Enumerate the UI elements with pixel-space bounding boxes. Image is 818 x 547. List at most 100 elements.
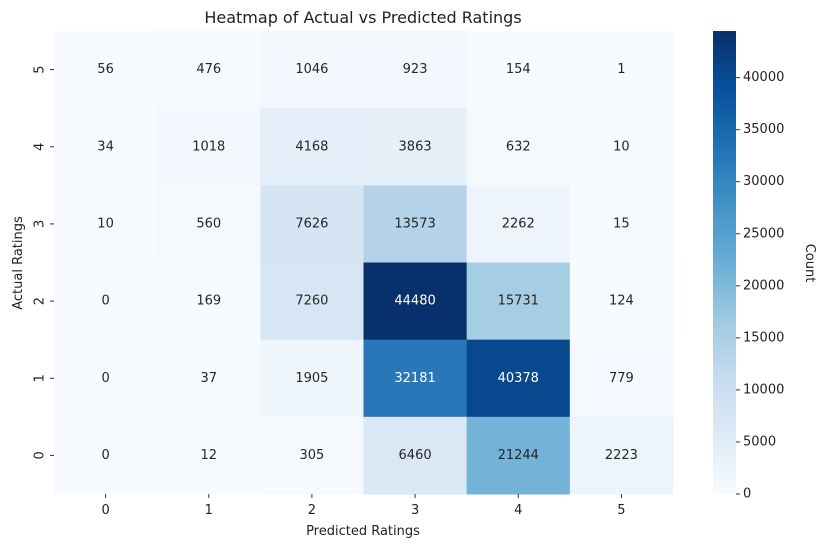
colorbar-ticks: 0 5000 10000 15000 20000 25000 30000 35000 40000 [736, 70, 784, 502]
cell-value-label: 34 [97, 139, 114, 154]
heatmap-cell [363, 262, 468, 341]
heatmap-cell [466, 416, 571, 495]
colorbar-tick-label: 10000 [743, 382, 784, 397]
heatmap-cell [54, 339, 158, 418]
y-tick-label: 5 [33, 65, 48, 73]
heatmap-cell [363, 185, 468, 263]
y-tick-label: 2 [33, 297, 48, 305]
x-tick-label: 3 [411, 503, 419, 518]
heatmap-cell [157, 185, 261, 263]
cell-value-label: 15 [613, 216, 630, 231]
cell-value-label: 15731 [498, 294, 539, 309]
heatmap-cell [260, 262, 364, 341]
cell-value-label: 154 [506, 62, 531, 77]
cell-value-label: 4168 [295, 139, 328, 154]
cell-value-label: 40378 [498, 371, 539, 386]
heatmap-cell [157, 262, 261, 341]
cell-value-label: 779 [609, 371, 634, 386]
heatmap-cell [363, 108, 468, 186]
heatmap-cell [260, 31, 364, 109]
cell-value-label: 0 [101, 371, 109, 386]
heatmap-cell [569, 185, 674, 263]
cell-value-label: 632 [506, 139, 531, 154]
heatmap-cell [569, 108, 674, 186]
colorbar-tick-label: 15000 [743, 330, 784, 345]
heatmap-cell [260, 339, 364, 418]
x-tick-label: 1 [205, 503, 213, 518]
heatmap-cell [157, 31, 261, 109]
x-tick-label: 2 [308, 503, 316, 518]
heatmap-cell [54, 108, 158, 186]
colorbar [713, 31, 736, 494]
heatmap-cell [466, 31, 571, 109]
heatmap-cell [260, 185, 364, 263]
y-tick-label: 3 [33, 220, 48, 228]
heatmap-cell [157, 339, 261, 418]
heatmap-cell [466, 262, 571, 341]
colorbar-tick-label: 25000 [743, 226, 784, 241]
heatmap-cell [363, 31, 468, 109]
colorbar-tick-label: 35000 [743, 122, 784, 137]
y-axis-ticks: 5 4 3 2 1 0 [33, 65, 54, 460]
cell-value-label: 6460 [399, 448, 432, 463]
cell-value-label: 923 [403, 62, 428, 77]
heatmap-cell [157, 108, 261, 186]
heatmap-grid: 56 476 1046 923 154 1 34 1018 4168 3863 632 10 10 560… [54, 31, 674, 495]
colorbar-tick-label: 5000 [743, 434, 776, 449]
x-tick-label: 5 [617, 503, 625, 518]
cell-value-label: 37 [200, 371, 217, 386]
y-tick-label: 0 [33, 451, 48, 459]
cell-value-label: 1046 [295, 62, 328, 77]
y-tick-label: 4 [33, 143, 48, 151]
cell-value-label: 305 [300, 448, 325, 463]
x-axis-label: Predicted Ratings [306, 524, 420, 539]
heatmap-cell [54, 185, 158, 263]
heatmap-cell [466, 108, 571, 186]
cell-value-label: 10 [613, 139, 630, 154]
cell-value-label: 7626 [295, 216, 328, 231]
heatmap-cell [363, 416, 468, 495]
heatmap-cell [363, 339, 468, 418]
colorbar-tick-label: 40000 [743, 70, 784, 85]
heatmap-cell [260, 108, 364, 186]
cell-value-label: 21244 [498, 448, 539, 463]
cell-value-label: 0 [101, 448, 109, 463]
cell-value-label: 476 [196, 62, 221, 77]
cell-value-label: 2262 [502, 216, 535, 231]
cell-value-label: 3863 [399, 139, 432, 154]
chart-title: Heatmap of Actual vs Predicted Ratings [204, 8, 521, 27]
heatmap-cell [569, 262, 674, 341]
cell-value-label: 560 [196, 216, 221, 231]
cell-value-label: 1905 [295, 371, 328, 386]
cell-value-label: 169 [196, 294, 221, 309]
colorbar-tick-label: 0 [743, 487, 751, 502]
x-axis-ticks: 0 1 2 3 4 5 [101, 494, 626, 518]
x-tick-label: 4 [514, 503, 522, 518]
colorbar-tick-label: 20000 [743, 278, 784, 293]
cell-value-label: 44480 [394, 294, 435, 309]
cell-value-label: 10 [97, 216, 114, 231]
heatmap-cell [466, 185, 571, 263]
heatmap-cell [466, 339, 571, 418]
heatmap-cell [157, 416, 261, 495]
heatmap-cell [54, 262, 158, 341]
cell-value-label: 13573 [394, 216, 435, 231]
colorbar-tick-label: 30000 [743, 174, 784, 189]
x-tick-label: 0 [101, 503, 109, 518]
cell-value-label: 0 [101, 294, 109, 309]
cell-value-label: 12 [200, 448, 217, 463]
cell-value-label: 2223 [605, 448, 638, 463]
cell-value-label: 1018 [192, 139, 225, 154]
cell-value-label: 124 [609, 294, 634, 309]
colorbar-label: Count [802, 244, 817, 283]
cell-value-label: 1 [617, 62, 625, 77]
cell-value-label: 56 [97, 62, 114, 77]
y-axis-label: Actual Ratings [11, 216, 26, 310]
cell-value-label: 7260 [295, 294, 328, 309]
heatmap-cell [54, 31, 158, 109]
y-tick-label: 1 [33, 374, 48, 382]
heatmap-cell [54, 416, 158, 495]
heatmap-cell [569, 416, 674, 495]
heatmap-cell [569, 339, 674, 418]
